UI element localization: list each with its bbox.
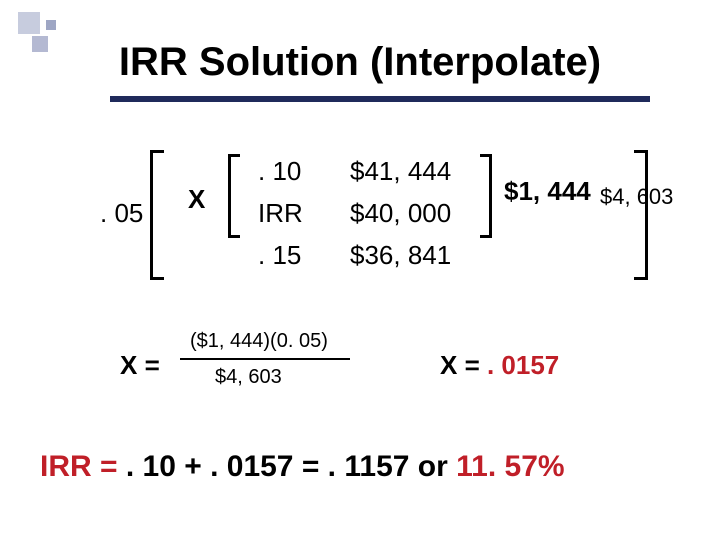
inner-bracket-left — [228, 154, 240, 238]
final-calc: . 10 + . 0157 = . 1157 — [126, 450, 418, 483]
outer-bracket-right — [634, 150, 648, 280]
outer-bracket-left — [150, 150, 164, 280]
square-3 — [46, 20, 56, 30]
final-irr-line: IRR = . 10 + . 0157 = . 1157 or 11. 57% — [40, 450, 700, 484]
rate-row-3: . 15 — [258, 240, 301, 271]
page-title: IRR Solution (Interpolate) — [0, 40, 720, 85]
pv-row-2: $40, 000 — [350, 198, 451, 229]
rate-row-2: IRR — [258, 198, 303, 229]
inner-bracket-right — [480, 154, 492, 238]
eq-rhs-value: . 0157 — [487, 350, 559, 380]
left-outer-value: . 05 — [100, 198, 143, 229]
final-irr-label: IRR = — [40, 450, 126, 483]
pv-row-1: $41, 444 — [350, 156, 451, 187]
eq-rhs-x: X = — [440, 350, 480, 380]
rate-row-1: . 10 — [258, 156, 301, 187]
inner-x-label: X — [188, 184, 205, 215]
inner-diff-value: $1, 444 — [504, 176, 591, 207]
final-or: or — [418, 450, 456, 483]
eq-denominator: $4, 603 — [215, 366, 282, 389]
title-underline — [110, 96, 650, 102]
square-1 — [18, 12, 40, 34]
eq-rhs-label: X = . 0157 — [440, 350, 559, 381]
outer-diff-value: $4, 603 — [600, 184, 673, 210]
final-percent: 11. 57% — [456, 450, 564, 483]
fraction-bar — [180, 358, 350, 360]
eq-lhs: X = — [120, 350, 160, 381]
eq-numerator: ($1, 444)(0. 05) — [190, 330, 328, 353]
pv-row-3: $36, 841 — [350, 240, 451, 271]
